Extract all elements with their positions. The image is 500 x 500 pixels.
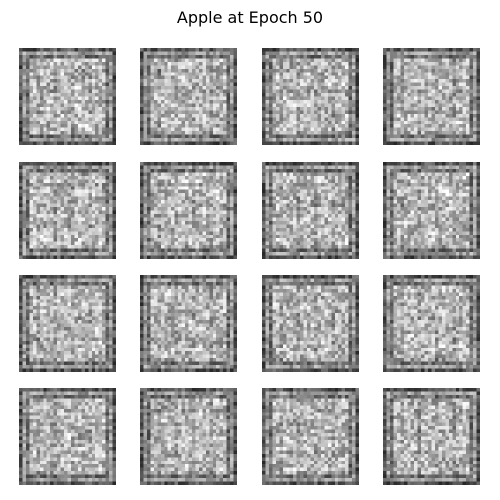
sample-image <box>262 162 359 259</box>
sample-image <box>383 48 480 145</box>
sample-image <box>383 275 480 372</box>
sample-image <box>383 388 480 485</box>
sample-image <box>140 388 237 485</box>
sample-image <box>262 388 359 485</box>
sample-image <box>383 162 480 259</box>
sample-image <box>19 162 116 259</box>
sample-image <box>19 48 116 145</box>
sample-image <box>140 275 237 372</box>
figure-title: Apple at Epoch 50 <box>176 8 324 27</box>
sample-image <box>140 162 237 259</box>
sample-image <box>262 48 359 145</box>
sample-image <box>19 275 116 372</box>
sample-image <box>262 275 359 372</box>
sample-image <box>140 48 237 145</box>
sample-image <box>19 388 116 485</box>
